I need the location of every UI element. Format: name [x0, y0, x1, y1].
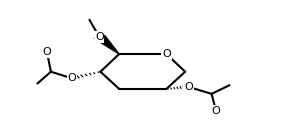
Text: O: O — [67, 73, 76, 83]
Text: O: O — [212, 106, 220, 116]
Polygon shape — [94, 36, 119, 54]
Text: O: O — [184, 82, 193, 92]
Text: O: O — [162, 49, 171, 59]
Text: O: O — [43, 47, 51, 57]
Text: O: O — [95, 32, 104, 42]
